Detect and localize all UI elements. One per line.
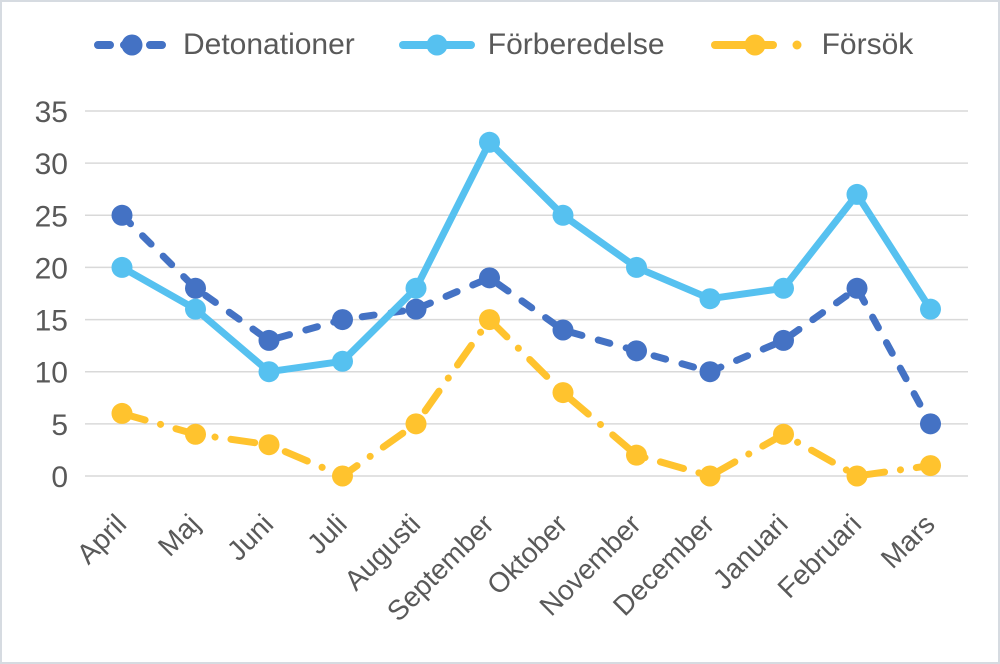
- data-point-marker: [479, 309, 500, 331]
- legend-swatch-solid-line-icon: [398, 34, 475, 56]
- legend-swatch-dash-dot-line-icon: [710, 34, 802, 56]
- y-axis-tick-label: 10: [35, 357, 68, 390]
- data-point-marker: [111, 402, 133, 424]
- data-point-marker: [626, 340, 647, 362]
- y-axis-tick-label: 5: [51, 409, 68, 442]
- legend-label: Försök: [821, 28, 914, 61]
- data-point-marker: [846, 465, 868, 487]
- data-point-marker: [846, 277, 868, 299]
- legend-item-detonationer: Detonationer: [94, 28, 355, 62]
- data-point-marker: [699, 361, 721, 383]
- data-point-marker: [405, 298, 427, 320]
- x-axis-tick-label: Mars: [875, 508, 941, 574]
- data-point-marker: [111, 204, 133, 226]
- data-point-marker: [773, 423, 794, 445]
- x-axis-tick-label: Maj: [152, 508, 206, 562]
- data-point-marker: [626, 444, 647, 466]
- data-point-marker: [111, 256, 133, 278]
- data-point-marker: [258, 329, 280, 351]
- data-point-marker: [258, 434, 280, 456]
- data-point-marker: [626, 256, 647, 278]
- legend-label: Detonationer: [183, 28, 355, 61]
- y-axis-tick-label: 0: [51, 461, 68, 494]
- data-point-marker: [185, 298, 206, 320]
- data-point-marker: [552, 319, 574, 341]
- data-point-marker: [258, 361, 280, 383]
- data-point-marker: [332, 309, 353, 331]
- data-point-marker: [773, 329, 794, 351]
- data-point-marker: [920, 455, 941, 477]
- y-axis-tick-label: 35: [35, 96, 68, 129]
- y-axis-tick-label: 15: [35, 305, 68, 338]
- series-line-detonationer: [118, 211, 934, 428]
- legend-swatch-dashed-line-icon: [94, 34, 170, 56]
- data-point-marker: [185, 423, 206, 445]
- series-line-förberedelse: [118, 138, 934, 376]
- x-axis-tick-label: Juli: [301, 508, 353, 560]
- data-point-marker: [405, 413, 427, 435]
- y-axis-tick-label: 20: [35, 252, 68, 285]
- chart-legend: Detonationer Förberedelse Försök: [94, 28, 913, 62]
- data-point-marker: [846, 183, 868, 205]
- y-axis-tick-label: 25: [35, 200, 68, 233]
- data-point-marker: [552, 382, 574, 404]
- series-line-försök: [118, 316, 934, 480]
- data-point-marker: [699, 288, 721, 310]
- data-point-marker: [405, 277, 427, 299]
- data-point-marker: [332, 465, 353, 487]
- legend-item-förberedelse: Förberedelse: [398, 28, 665, 62]
- data-point-marker: [332, 350, 353, 372]
- x-axis-tick-label: April: [71, 508, 133, 570]
- data-point-marker: [920, 298, 941, 320]
- x-axis-tick-label: Juni: [221, 508, 279, 566]
- data-point-marker: [479, 267, 500, 289]
- y-axis-tick-label: 30: [35, 148, 68, 181]
- data-point-marker: [920, 413, 941, 435]
- data-point-marker: [479, 131, 500, 153]
- legend-item-försök: Försök: [709, 28, 914, 62]
- data-point-marker: [773, 277, 794, 299]
- data-point-marker: [699, 465, 721, 487]
- data-point-marker: [552, 204, 574, 226]
- data-point-marker: [185, 277, 206, 299]
- legend-label: Förberedelse: [487, 28, 665, 61]
